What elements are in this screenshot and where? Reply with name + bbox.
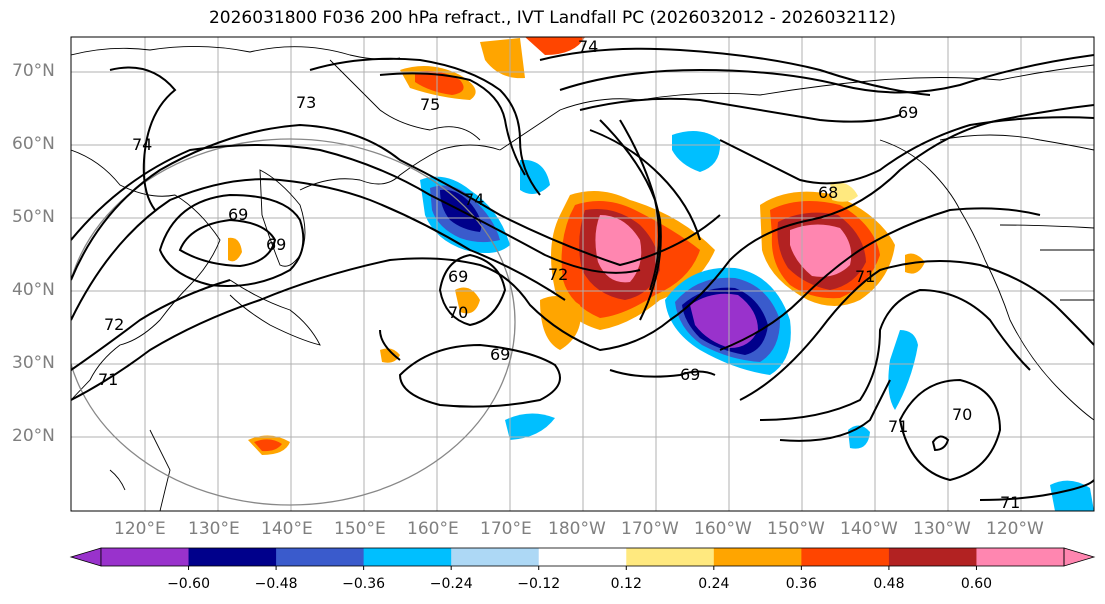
contour-label: 69 — [680, 365, 700, 384]
lon-label: 150°W — [767, 519, 825, 539]
colorbar-swatch — [276, 548, 365, 566]
lon-label: 160°E — [407, 519, 459, 539]
contour-label: 72 — [548, 265, 568, 284]
lon-label: 170°E — [480, 519, 532, 539]
lat-label: 60°N — [12, 134, 55, 154]
contour-label: 69 — [228, 205, 248, 224]
lat-label: 20°N — [12, 426, 55, 446]
colorbar-tick-label: −0.60 — [167, 576, 210, 592]
lon-label: 120°W — [986, 519, 1044, 539]
colorbar-swatch — [976, 548, 1065, 566]
colorbar-tick-label: −0.48 — [254, 576, 298, 592]
lon-label: 120°E — [114, 519, 166, 539]
lon-label: 140°E — [261, 519, 313, 539]
lat-label: 40°N — [12, 280, 55, 300]
coastlines — [71, 45, 1094, 511]
contour-label: 69 — [448, 267, 468, 286]
colorbar-swatch — [451, 548, 540, 566]
colorbar-tick-label: −0.12 — [517, 576, 561, 592]
contour-label: 69 — [898, 103, 918, 122]
colorbar-swatch — [538, 548, 627, 566]
colorbar-tick-label: 0.12 — [610, 576, 642, 592]
colorbar-swatch — [713, 548, 802, 566]
colorbar — [69, 547, 1096, 570]
contour-label: 71 — [1000, 493, 1020, 512]
contour-label: 74 — [578, 37, 598, 56]
lat-label: 50°N — [12, 207, 55, 227]
colorbar-swatch — [888, 548, 977, 566]
colorbar-swatch — [801, 548, 890, 566]
shaded-field-negative-central — [665, 267, 791, 375]
colorbar-tick-label: −0.36 — [342, 576, 386, 592]
colorbar-tick-label: 0.24 — [698, 576, 730, 592]
colorbar-tick-label: 0.36 — [785, 576, 817, 592]
colorbar-tick-label: 0.60 — [960, 576, 993, 592]
contour-label: 69 — [266, 235, 286, 254]
colorbar-swatch — [188, 548, 277, 566]
shaded-field-positive-east — [760, 191, 895, 306]
refractivity-contours — [71, 47, 1094, 501]
colorbar-swatch — [101, 548, 190, 566]
colorbar-frame — [100, 547, 1065, 567]
contour-label: 69 — [490, 345, 510, 364]
contour-label: 68 — [818, 183, 838, 202]
map-title: 2026031800 F036 200 hPa refract., IVT La… — [208, 8, 896, 28]
contour-label: 71 — [98, 370, 118, 389]
colorbar-tick-label: 0.48 — [873, 576, 905, 592]
shaded-field-minor-patches — [228, 37, 1094, 511]
contour-label: 73 — [296, 93, 316, 112]
lon-label: 180°W — [548, 519, 606, 539]
contour-label: 75 — [420, 95, 440, 114]
map-frame — [70, 36, 1095, 512]
lon-label: 130°E — [188, 519, 240, 539]
contour-label: 71 — [888, 417, 908, 436]
lat-label: 30°N — [12, 353, 55, 373]
contour-label: 72 — [104, 315, 124, 334]
contour-label: 70 — [448, 303, 468, 322]
radius-circle — [71, 138, 516, 506]
lon-label: 160°W — [694, 519, 752, 539]
lon-label: 130°W — [913, 519, 971, 539]
contour-label: 70 — [952, 405, 972, 424]
lat-label: 70°N — [12, 61, 55, 81]
colorbar-extend-max — [1063, 547, 1096, 567]
lon-label: 140°W — [840, 519, 898, 539]
colorbar-extend-min — [69, 547, 102, 567]
colorbar-tick-label: −0.24 — [429, 576, 473, 592]
contour-label: 74 — [132, 135, 152, 154]
colorbar-swatch — [363, 548, 452, 566]
lon-label: 150°E — [334, 519, 386, 539]
contour-label: 71 — [855, 267, 875, 286]
colorbar-swatch — [626, 548, 715, 566]
lon-label: 170°W — [621, 519, 679, 539]
contour-label: 74 — [464, 190, 484, 209]
